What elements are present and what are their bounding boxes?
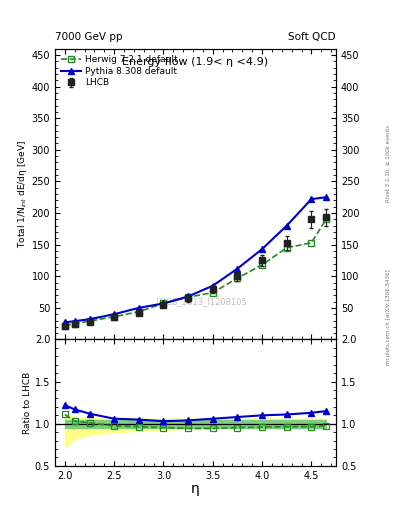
Herwig 7.2.1 default — [62, 323, 67, 329]
Pythia 8.308 default — [235, 266, 240, 272]
Herwig 7.2.1 default — [72, 321, 77, 327]
Pythia 8.308 default — [285, 223, 289, 229]
Herwig 7.2.1 default — [161, 301, 166, 307]
Pythia 8.308 default — [87, 316, 92, 323]
Line: Herwig 7.2.1 default: Herwig 7.2.1 default — [62, 216, 329, 329]
Y-axis label: Ratio to LHCB: Ratio to LHCB — [23, 372, 32, 434]
Text: LHCB_2013_I1208105: LHCB_2013_I1208105 — [155, 297, 247, 306]
Herwig 7.2.1 default — [324, 216, 329, 222]
Pythia 8.308 default — [62, 319, 67, 326]
Pythia 8.308 default — [260, 246, 264, 252]
Text: Soft QCD: Soft QCD — [288, 32, 336, 42]
Pythia 8.308 default — [324, 194, 329, 200]
Text: Energy flow (1.9< η <4.9): Energy flow (1.9< η <4.9) — [123, 57, 268, 68]
Herwig 7.2.1 default — [235, 275, 240, 281]
Herwig 7.2.1 default — [260, 262, 264, 268]
Pythia 8.308 default — [136, 305, 141, 311]
Pythia 8.308 default — [309, 196, 314, 202]
Text: mcplots.cern.ch [arXiv:1306.3436]: mcplots.cern.ch [arXiv:1306.3436] — [386, 270, 391, 365]
Pythia 8.308 default — [72, 318, 77, 324]
Pythia 8.308 default — [186, 293, 191, 300]
Legend: Herwig 7.2.1 default, Pythia 8.308 default, LHCB: Herwig 7.2.1 default, Pythia 8.308 defau… — [59, 53, 179, 89]
Herwig 7.2.1 default — [112, 314, 117, 320]
Herwig 7.2.1 default — [285, 245, 289, 251]
Y-axis label: Total 1/N$_{int}$ dE/dη [GeV]: Total 1/N$_{int}$ dE/dη [GeV] — [16, 140, 29, 248]
Herwig 7.2.1 default — [210, 290, 215, 296]
X-axis label: η: η — [191, 482, 200, 496]
Text: Rivet 3.1.10, ≥ 100k events: Rivet 3.1.10, ≥ 100k events — [386, 125, 391, 202]
Pythia 8.308 default — [210, 283, 215, 289]
Herwig 7.2.1 default — [309, 240, 314, 246]
Pythia 8.308 default — [112, 311, 117, 317]
Line: Pythia 8.308 default: Pythia 8.308 default — [61, 194, 330, 326]
Herwig 7.2.1 default — [87, 318, 92, 324]
Text: 7000 GeV pp: 7000 GeV pp — [55, 32, 123, 42]
Pythia 8.308 default — [161, 301, 166, 307]
Herwig 7.2.1 default — [186, 294, 191, 300]
Herwig 7.2.1 default — [136, 309, 141, 315]
